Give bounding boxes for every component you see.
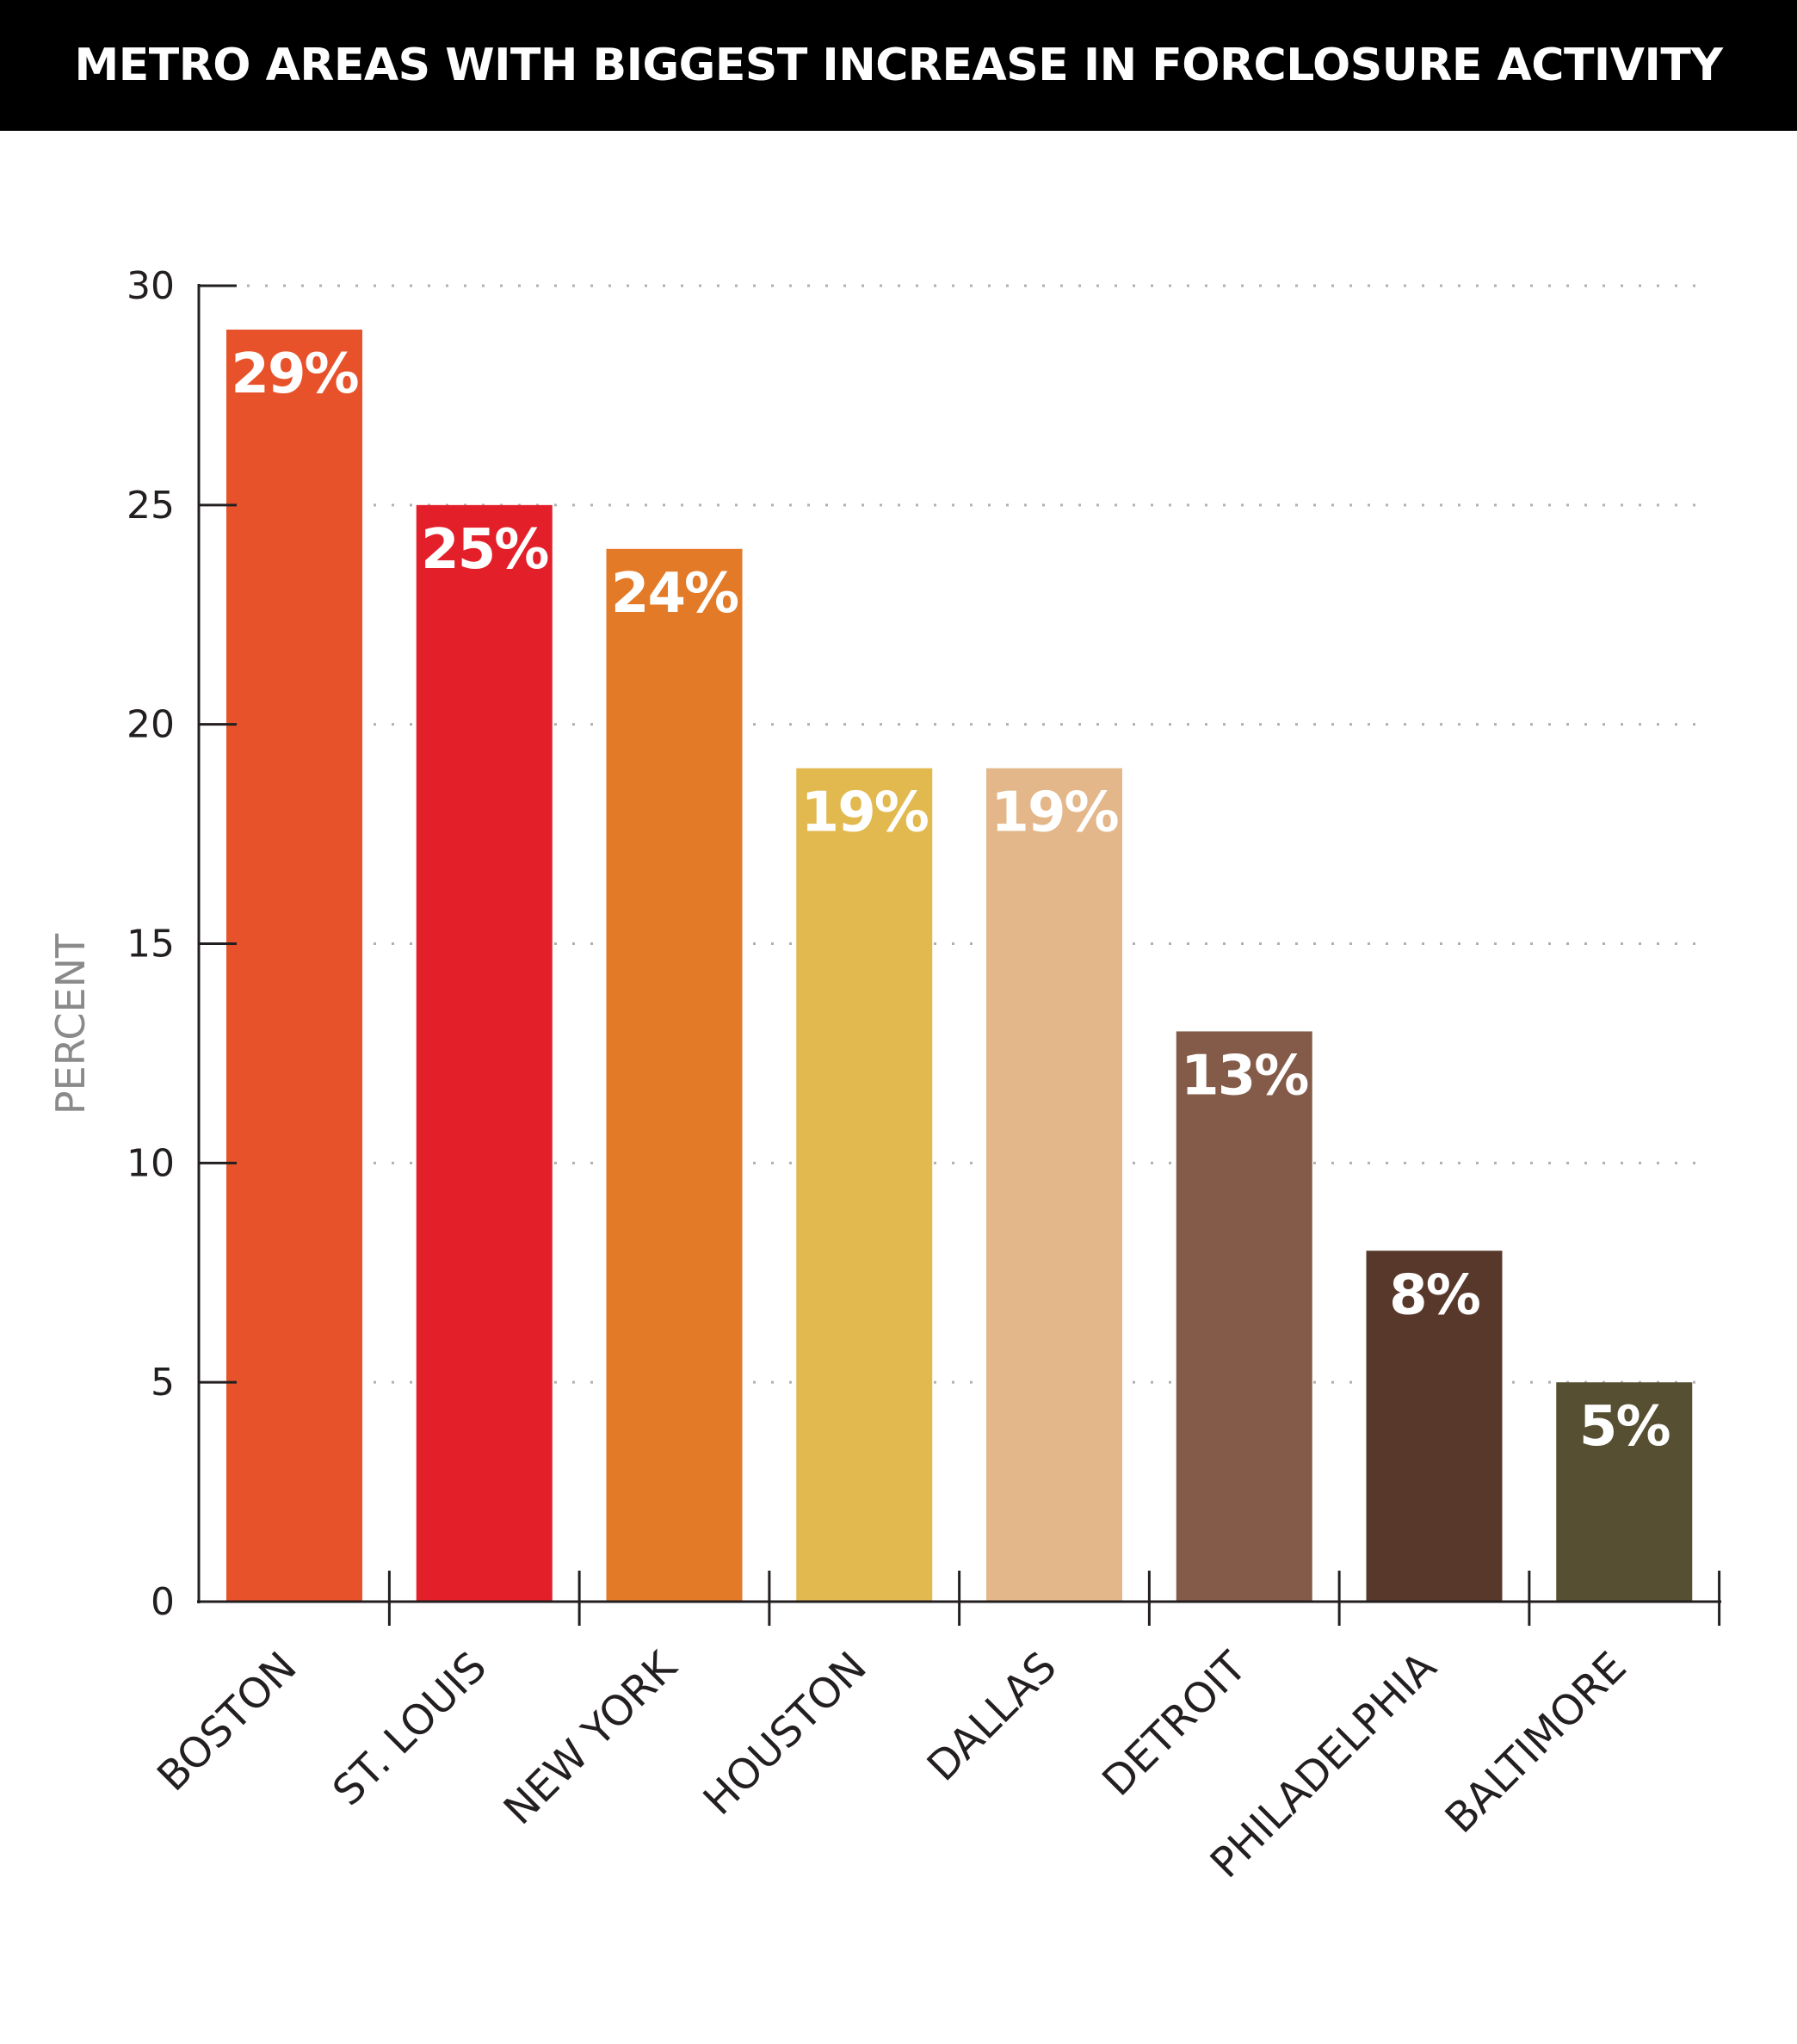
bar-value-label: 8% — [1389, 1263, 1480, 1327]
x-category-label: ST. LOUIS — [324, 1643, 496, 1815]
bar-value-label: 29% — [231, 343, 358, 406]
bar — [1556, 1382, 1693, 1602]
x-category-label: BALTIMORE — [1436, 1643, 1636, 1843]
x-category-label: HOUSTON — [695, 1643, 876, 1825]
x-category-label: NEW YORK — [495, 1642, 687, 1834]
y-tick-labels: 0 5 10 15 20 25 30 — [127, 264, 175, 1624]
y-tick-label: 30 — [127, 264, 175, 308]
x-category-label: DETROIT — [1093, 1642, 1256, 1805]
axes-group — [197, 284, 1721, 1626]
y-tick-label: 25 — [127, 484, 175, 528]
bar-value-label: 13% — [1181, 1044, 1308, 1108]
chart-title: METRO AREAS WITH BIGGEST INCREASE IN FOR… — [74, 40, 1723, 91]
y-tick-label: 20 — [127, 703, 175, 747]
bar-value-label: 5% — [1579, 1395, 1670, 1459]
bar — [416, 504, 553, 1602]
title-bar: METRO AREAS WITH BIGGEST INCREASE IN FOR… — [0, 0, 1797, 131]
bar — [796, 768, 933, 1602]
bar — [986, 768, 1122, 1602]
bar — [606, 548, 743, 1602]
bar — [226, 329, 362, 1602]
bar-value-label: 25% — [421, 518, 548, 582]
bar — [1366, 1250, 1503, 1602]
bar — [1176, 1031, 1312, 1602]
y-tick-label: 15 — [127, 923, 175, 966]
bars-group: 29% 25% 24% 19% 19% 13% 8% 5% — [226, 329, 1693, 1602]
x-category-label: BOSTON — [148, 1643, 306, 1800]
bar-value-label: 19% — [991, 781, 1118, 845]
y-axis-label: PERCENT — [47, 933, 94, 1115]
y-tick-label: 5 — [151, 1361, 175, 1405]
x-category-label: DALLAS — [918, 1643, 1066, 1791]
bar-value-label: 24% — [611, 562, 738, 626]
bar-value-label: 19% — [801, 781, 929, 845]
y-tick-label: 10 — [127, 1141, 175, 1185]
y-tick-label: 0 — [151, 1580, 175, 1624]
